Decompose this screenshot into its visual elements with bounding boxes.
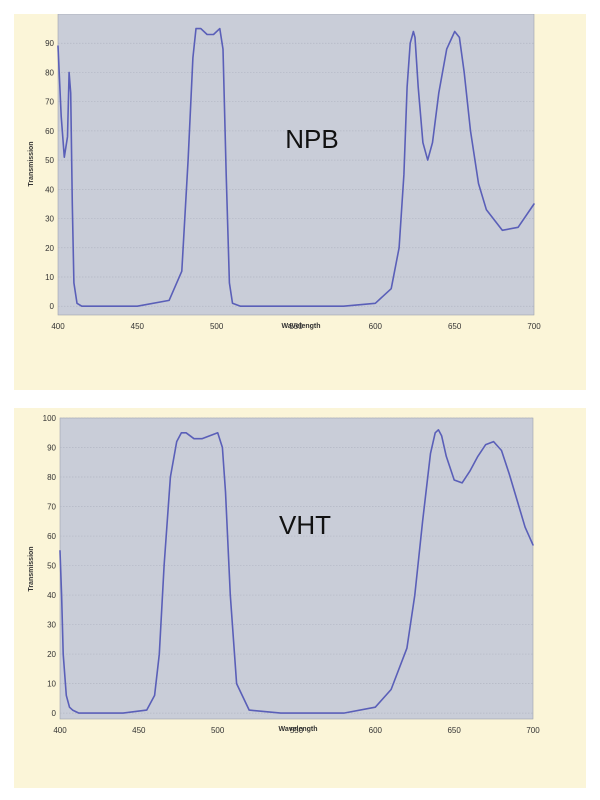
y-tick-label: 100	[43, 414, 57, 423]
chart-panel-npb: 0 10 20 30 40 50 60 70 80 90 400 450 500 550 600 650 700…	[14, 14, 586, 390]
y-tick-label: 40	[45, 185, 54, 194]
y-tick-label: 0	[52, 709, 57, 718]
y-tick-label: 50	[47, 562, 56, 571]
y-tick-label: 30	[47, 621, 56, 630]
chart-npb: 0 10 20 30 40 50 60 70 80 90 400 450 500 550 600 650 700…	[28, 14, 541, 331]
transmission-series-line	[57, 27, 535, 307]
x-tick-label: 700	[526, 726, 540, 735]
x-tick-label: 550	[290, 726, 304, 735]
y-tick-label: 80	[47, 473, 56, 482]
transmission-series-line	[59, 429, 534, 714]
plot-area	[57, 14, 535, 316]
y-tick-label: 20	[45, 244, 54, 253]
x-tick-label: 600	[369, 322, 383, 331]
panel-gap	[0, 390, 600, 408]
x-tick-label: 450	[132, 726, 146, 735]
x-tick-label: 500	[210, 322, 224, 331]
y-tick-label: 10	[47, 680, 56, 689]
chart-annotation: VHT	[279, 510, 331, 540]
x-tick-label: 650	[448, 322, 462, 331]
y-tick-label: 90	[47, 444, 56, 453]
x-tick-label: 450	[131, 322, 145, 331]
y-tick-label: 60	[47, 532, 56, 541]
y-tick-label: 90	[45, 39, 54, 48]
y-tick-label: 70	[45, 98, 54, 107]
chart-vht: 0 10 20 30 40 50 60 70 80 90 100 400 450 500 550 600 650…	[28, 414, 540, 735]
x-axis-title: Wavelength	[281, 323, 320, 330]
y-tick-label: 10	[45, 273, 54, 282]
y-tick-label: 20	[47, 650, 56, 659]
x-tick-label: 500	[211, 726, 225, 735]
y-tick-label: 0	[50, 302, 55, 311]
y-tick-label: 50	[45, 156, 54, 165]
x-axis-title: Wavelength	[278, 726, 317, 733]
x-tick-label: 650	[447, 726, 461, 735]
plot-area	[59, 417, 534, 720]
y-tick-label: 80	[45, 68, 54, 77]
y-axis-title: Transmission	[28, 141, 35, 186]
y-axis-title: Transmission	[28, 546, 35, 591]
y-tick-label: 70	[47, 503, 56, 512]
x-tick-label: 400	[53, 726, 67, 735]
chart-annotation: NPB	[285, 124, 338, 154]
x-tick-label: 600	[369, 726, 383, 735]
y-tick-label: 60	[45, 127, 54, 136]
y-tick-label: 40	[47, 591, 56, 600]
x-tick-label: 400	[51, 322, 65, 331]
chart-panel-vht: 0 10 20 30 40 50 60 70 80 90 100 400 450 500 550 600 650…	[14, 408, 586, 788]
x-tick-label: 700	[527, 322, 541, 331]
x-tick-label: 550	[289, 322, 303, 331]
y-tick-label: 30	[45, 215, 54, 224]
